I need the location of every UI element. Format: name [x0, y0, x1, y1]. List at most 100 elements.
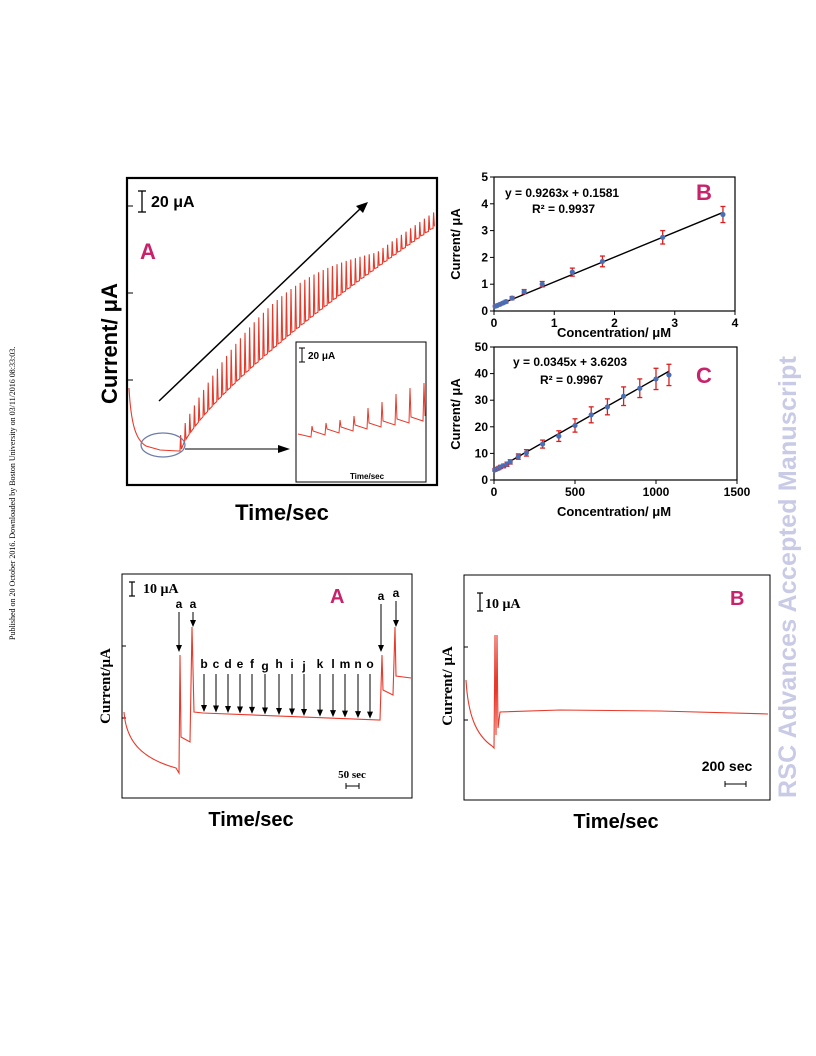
top-a-panel-letter: A	[140, 239, 156, 264]
chart-c-data-point	[653, 376, 659, 382]
chart-c-data-point	[540, 441, 546, 447]
chart-c-data-point	[588, 412, 594, 418]
chart-c-y-tick-label: 40	[475, 367, 489, 381]
arrow-label: j	[301, 659, 305, 673]
chart-b-xlabel: Concentration/ μM	[557, 325, 671, 340]
trend-arrow	[158, 207, 362, 402]
chart-c-y-tick-label: 50	[475, 340, 489, 354]
chart-b-y-tick-label: 2	[481, 250, 488, 264]
arrow-label: k	[317, 657, 324, 671]
chart-b-y-tick-label: 0	[481, 304, 488, 318]
chart-c-x-tick-label: 500	[565, 485, 585, 499]
chart-b-data-point	[521, 289, 527, 295]
chart-c-y-tick-label: 0	[481, 473, 488, 487]
injection-arrowhead	[201, 705, 207, 712]
injection-arrowhead-a	[393, 620, 399, 627]
bottom-a-time-label: 50 sec	[338, 769, 366, 781]
bottom-b-scale-bar	[477, 592, 483, 612]
chart-c-data-point	[637, 385, 643, 391]
arrow-label: n	[354, 657, 361, 671]
bottom-a-trace	[123, 626, 412, 775]
chart-b-data-point	[509, 295, 515, 301]
chart-c-data-point	[604, 404, 611, 410]
chart-b-data-point	[503, 299, 509, 305]
chart-c-data-point	[666, 372, 672, 378]
top-panel-a: 20 μA A Current/ μA Time/sec 20 μA Time/…	[97, 176, 439, 525]
bottom-b-scale-label: 10 μA	[485, 597, 521, 612]
chart-c-x-tick-label: 1000	[643, 485, 670, 499]
chart-c-y-tick-label: 10	[475, 446, 489, 460]
injection-arrowhead	[225, 705, 231, 713]
chart-c-data-point	[515, 453, 521, 460]
arrow-label: h	[275, 657, 282, 671]
injection-arrowhead-a	[176, 645, 182, 652]
arrow-label: e	[237, 657, 244, 671]
chart-b-data-point	[599, 258, 606, 265]
chart-c-data-point	[572, 422, 578, 429]
chart-b-x-tick-label: 0	[491, 316, 498, 330]
bottom-a-time-bar	[345, 783, 360, 789]
trend-arrowhead	[356, 202, 368, 213]
chart-c: C y = 0.0345x + 3.6203 R² = 0.9967 Curre…	[448, 340, 751, 519]
bottom-a-ylabel: Current/μA	[98, 648, 114, 724]
top-a-ylabel: Current/ μA	[97, 283, 122, 404]
chart-b-y-tick-label: 5	[481, 170, 488, 184]
bottom-a-xlabel: Time/sec	[208, 809, 293, 831]
injection-arrows: a aa ab c d e f g h i j k l m n o	[176, 586, 400, 719]
chart-b: B y = 0.9263x + 0.1581 R² = 0.9937 Curre…	[448, 170, 739, 340]
chart-b-y-tick-label: 4	[481, 197, 488, 211]
injection-arrowhead	[213, 705, 219, 713]
injection-arrowhead	[367, 711, 373, 719]
chart-b-equation: y = 0.9263x + 0.1581	[505, 186, 619, 200]
injection-arrowhead	[317, 709, 323, 717]
inset-scale-bar	[299, 347, 305, 363]
injection-arrowhead	[330, 710, 336, 718]
bottom-b-time-label: 200 sec	[702, 758, 753, 774]
arrow-label: f	[250, 657, 255, 671]
top-a-amperometric-trace	[128, 212, 435, 452]
chart-b-data-point	[660, 234, 666, 240]
arrow-label: b	[200, 657, 207, 671]
chart-c-data-point	[507, 459, 513, 465]
bottom-b-trace	[465, 634, 769, 750]
chart-b-data-point	[569, 269, 575, 275]
chart-c-y-tick-label: 30	[475, 393, 489, 407]
chart-c-frame	[493, 346, 738, 481]
inset-scale-label: 20 μA	[308, 351, 335, 362]
arrow-label: m	[340, 657, 351, 671]
bottom-b-xlabel: Time/sec	[573, 811, 658, 833]
bottom-a-scale-label: 10 μA	[143, 582, 179, 597]
chart-c-y-tick-label: 20	[475, 420, 489, 434]
chart-b-data-point	[539, 281, 545, 287]
chart-b-r2: R² = 0.9937	[532, 202, 595, 216]
bottom-b-frame	[463, 574, 771, 801]
injection-arrowhead	[262, 707, 268, 715]
chart-c-x-tick-label: 0	[491, 485, 498, 499]
injection-arrowhead-a	[190, 620, 196, 627]
chart-b-ylabel: Current/ μA	[448, 208, 463, 280]
arrow-label: c	[213, 657, 220, 671]
arrow-label-a: a	[176, 597, 183, 611]
top-a-frame	[125, 176, 439, 487]
inset-frame	[295, 341, 427, 483]
arrow-label: g	[261, 659, 268, 673]
bottom-a-frame	[121, 573, 413, 799]
arrow-label-a: a	[378, 589, 385, 603]
bottom-b-time-bar	[724, 781, 747, 787]
arrow-label: i	[290, 657, 293, 671]
injection-arrowhead	[301, 709, 307, 716]
chart-b-panel-letter: B	[696, 180, 712, 205]
chart-c-data-point	[621, 393, 627, 399]
arrow-label: o	[366, 657, 373, 671]
chart-b-x-tick-label: 4	[732, 316, 739, 330]
chart-b-y-tick-label: 3	[481, 224, 488, 238]
bottom-panel-b: 10 μA B Current/ μA Time/sec 200 sec	[440, 574, 771, 833]
top-a-xlabel: Time/sec	[235, 500, 329, 525]
zoom-pointer-head	[278, 445, 290, 453]
chart-b-data-point	[720, 211, 726, 218]
injection-arrowhead	[342, 710, 348, 718]
arrow-label: l	[331, 657, 334, 671]
bottom-a-scale-bar	[129, 581, 135, 597]
